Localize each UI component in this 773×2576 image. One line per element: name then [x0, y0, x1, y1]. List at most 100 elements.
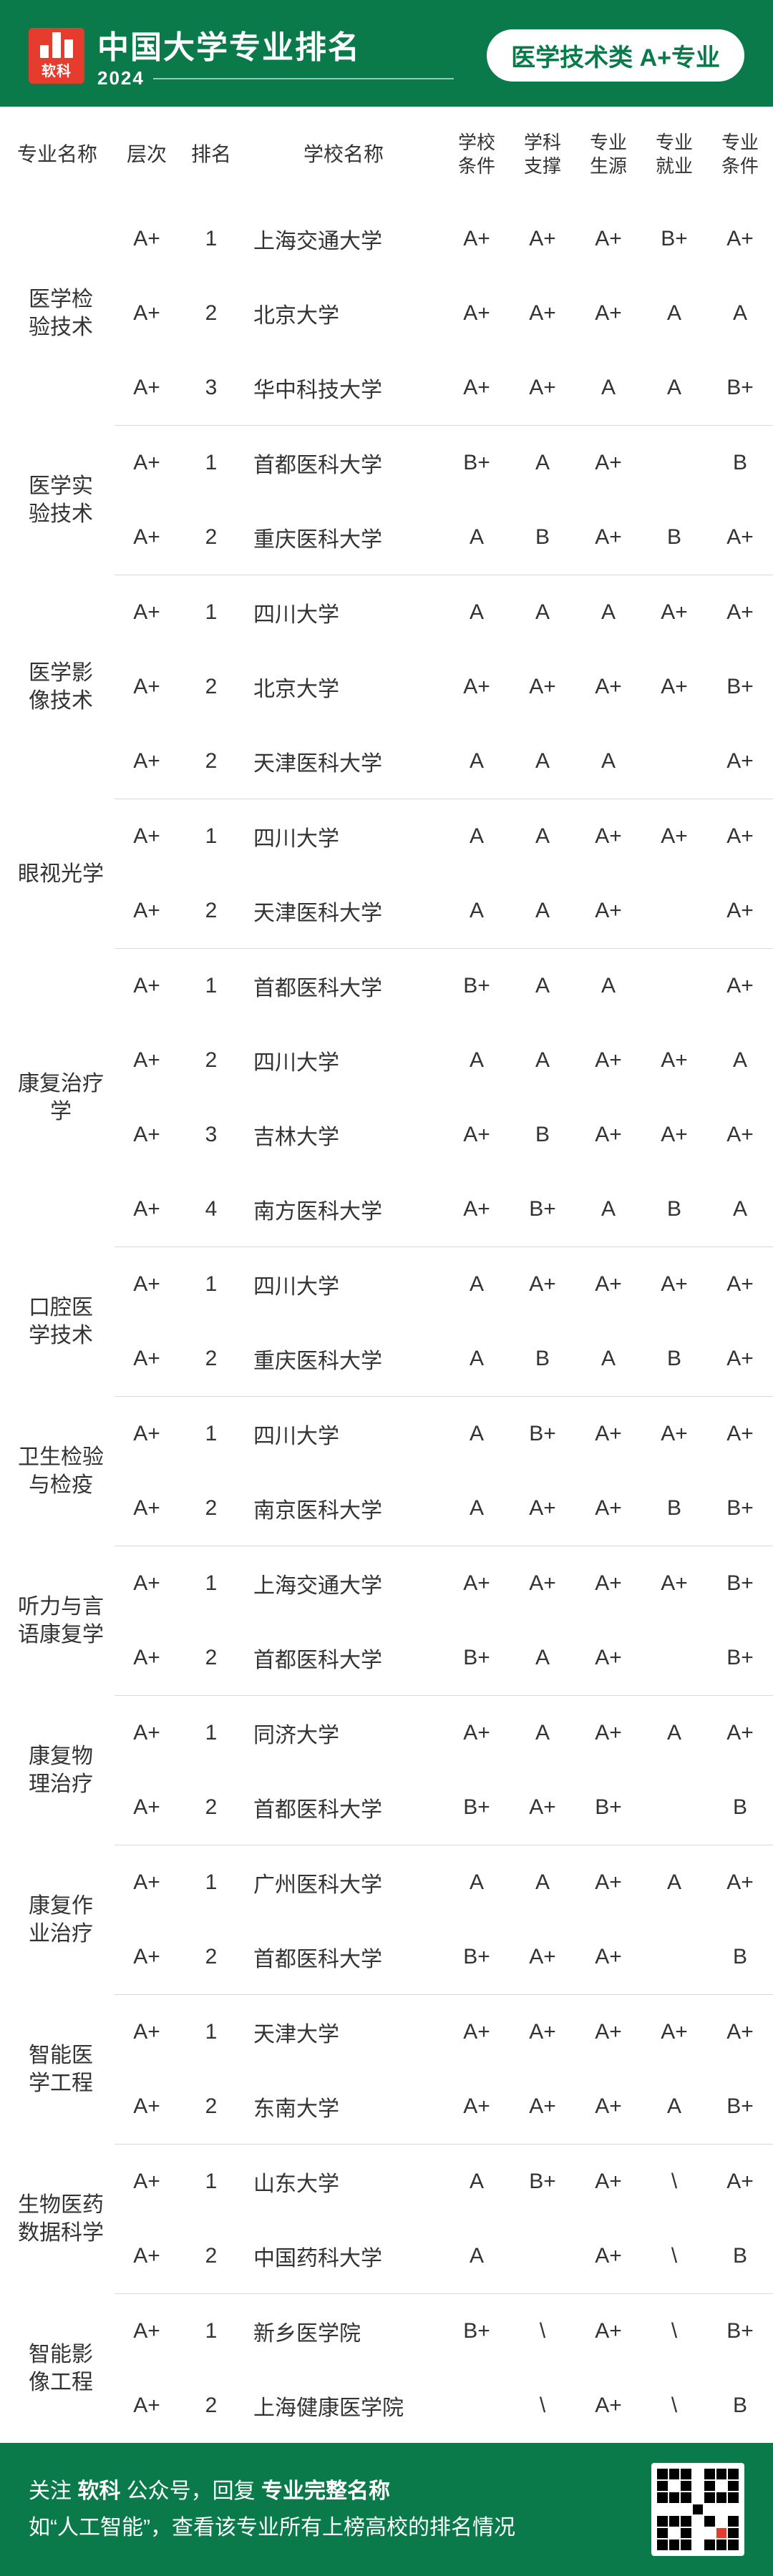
- m2-cell: A+: [510, 1995, 575, 2070]
- m1-cell: B+: [444, 2294, 510, 2369]
- m4-cell: \: [641, 2219, 707, 2294]
- m5-cell: A+: [707, 1696, 773, 1771]
- tier-cell: A+: [115, 1845, 179, 1921]
- school-cell: 北京大学: [243, 276, 444, 351]
- page-year: 2024: [97, 67, 454, 89]
- school-cell: 首都医科大学: [243, 1621, 444, 1696]
- m2-cell: \: [510, 2368, 575, 2443]
- m1-cell: [444, 2368, 510, 2443]
- table-row: A+2中国药科大学AA+\B: [0, 2219, 773, 2294]
- logo-text: 软科: [42, 59, 72, 80]
- rank-cell: 2: [179, 2069, 243, 2145]
- school-cell: 重庆医科大学: [243, 500, 444, 575]
- m4-cell: [641, 426, 707, 501]
- tier-cell: A+: [115, 575, 179, 650]
- table-head: 专业名称 层次 排名 学校名称 学校条件 学科支撑 专业生源 专业就业 专业条件: [0, 107, 773, 202]
- m1-cell: B+: [444, 426, 510, 501]
- major-cell: 智能影像工程: [0, 2294, 115, 2444]
- m2-cell: A: [510, 1621, 575, 1696]
- m2-cell: A+: [510, 276, 575, 351]
- tier-cell: A+: [115, 500, 179, 575]
- logo-bars-icon: [40, 32, 73, 58]
- school-cell: 首都医科大学: [243, 1770, 444, 1845]
- table-row: A+2北京大学A+A+A+AA: [0, 276, 773, 351]
- rank-cell: 2: [179, 874, 243, 949]
- table-row: A+2首都医科大学B+A+A+B: [0, 1920, 773, 1995]
- m4-cell: A+: [641, 1397, 707, 1472]
- m2-cell: A: [510, 1696, 575, 1771]
- m2-cell: A: [510, 1845, 575, 1921]
- m1-cell: A: [444, 1397, 510, 1472]
- school-cell: 上海健康医学院: [243, 2368, 444, 2443]
- table-row: 智能医学工程A+1天津大学A+A+A+A+A+: [0, 1995, 773, 2070]
- m1-cell: A: [444, 1471, 510, 1546]
- logo: 软科: [29, 28, 84, 84]
- col-m5: 专业条件: [707, 107, 773, 202]
- m1-cell: A+: [444, 1098, 510, 1172]
- m3-cell: A+: [575, 799, 641, 874]
- m2-cell: \: [510, 2294, 575, 2369]
- school-cell: 山东大学: [243, 2145, 444, 2220]
- rank-cell: 1: [179, 2294, 243, 2369]
- m4-cell: A: [641, 351, 707, 426]
- m2-cell: A+: [510, 1770, 575, 1845]
- major-cell: 康复物理治疗: [0, 1696, 115, 1845]
- tier-cell: A+: [115, 1322, 179, 1397]
- rank-cell: 2: [179, 724, 243, 799]
- rank-cell: 2: [179, 500, 243, 575]
- m2-cell: B+: [510, 1172, 575, 1247]
- m4-cell: B: [641, 1471, 707, 1546]
- m1-cell: A: [444, 1247, 510, 1322]
- footer-line1: 关注 软科 公众号，回复 专业完整名称: [29, 2473, 515, 2509]
- m5-cell: A: [707, 1023, 773, 1098]
- m5-cell: B: [707, 1920, 773, 1995]
- m3-cell: A: [575, 724, 641, 799]
- school-cell: 南京医科大学: [243, 1471, 444, 1546]
- rank-cell: 4: [179, 1172, 243, 1247]
- table-row: A+3吉林大学A+BA+A+A+: [0, 1098, 773, 1172]
- m4-cell: \: [641, 2145, 707, 2220]
- tier-cell: A+: [115, 426, 179, 501]
- col-m2: 学科支撑: [510, 107, 575, 202]
- m2-cell: A: [510, 949, 575, 1024]
- rank-cell: 1: [179, 799, 243, 874]
- m5-cell: A+: [707, 949, 773, 1024]
- col-major: 专业名称: [0, 107, 115, 202]
- m4-cell: A+: [641, 1546, 707, 1621]
- m4-cell: B+: [641, 202, 707, 276]
- table-row: A+3华中科技大学A+A+AAB+: [0, 351, 773, 426]
- table-row: A+2北京大学A+A+A+A+B+: [0, 650, 773, 724]
- major-cell: 医学实验技术: [0, 426, 115, 575]
- m1-cell: A+: [444, 351, 510, 426]
- tier-cell: A+: [115, 724, 179, 799]
- m5-cell: B+: [707, 351, 773, 426]
- tier-cell: A+: [115, 2145, 179, 2220]
- col-m3: 专业生源: [575, 107, 641, 202]
- m1-cell: A+: [444, 650, 510, 724]
- m2-cell: A+: [510, 1247, 575, 1322]
- table-row: A+2重庆医科大学ABABA+: [0, 1322, 773, 1397]
- m2-cell: [510, 2219, 575, 2294]
- tier-cell: A+: [115, 1247, 179, 1322]
- m1-cell: A: [444, 575, 510, 650]
- table-row: A+2四川大学AAA+A+A: [0, 1023, 773, 1098]
- tier-cell: A+: [115, 1172, 179, 1247]
- m1-cell: A+: [444, 1546, 510, 1621]
- m5-cell: A+: [707, 1995, 773, 2070]
- tier-cell: A+: [115, 1023, 179, 1098]
- m4-cell: [641, 874, 707, 949]
- table-row: A+2首都医科大学B+AA+B+: [0, 1621, 773, 1696]
- m2-cell: A: [510, 799, 575, 874]
- m5-cell: B: [707, 1770, 773, 1845]
- rank-cell: 2: [179, 1471, 243, 1546]
- m4-cell: A+: [641, 1023, 707, 1098]
- m1-cell: A: [444, 1845, 510, 1921]
- m3-cell: A+: [575, 1920, 641, 1995]
- table-row: 眼视光学A+1四川大学AAA+A+A+: [0, 799, 773, 874]
- m2-cell: A+: [510, 2069, 575, 2145]
- table-row: A+4南方医科大学A+B+ABA: [0, 1172, 773, 1247]
- tier-cell: A+: [115, 1397, 179, 1472]
- school-cell: 华中科技大学: [243, 351, 444, 426]
- m3-cell: A+: [575, 426, 641, 501]
- m4-cell: A+: [641, 1247, 707, 1322]
